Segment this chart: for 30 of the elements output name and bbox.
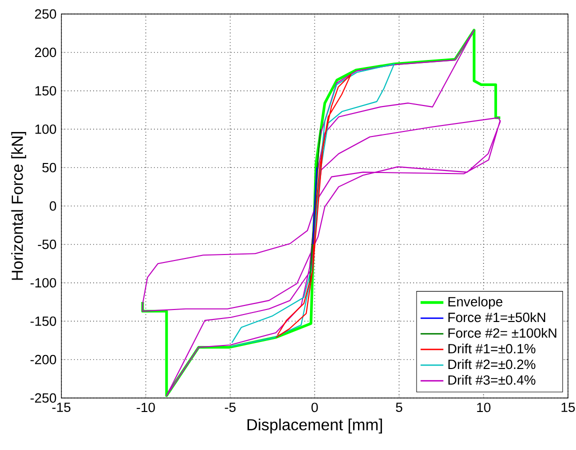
y-tick-label: 150 <box>35 86 56 96</box>
legend-label: Drift #1=±0.1% <box>448 344 536 354</box>
x-tick-label: 15 <box>562 402 575 412</box>
y-tick-label: -50 <box>38 240 56 250</box>
x-tick-label: 5 <box>396 402 402 412</box>
x-tick-label: -5 <box>224 402 236 412</box>
x-axis-title: Displacement [mm] <box>248 418 382 434</box>
y-tick-label: 50 <box>42 162 56 172</box>
y-tick-label: -150 <box>30 316 56 326</box>
x-tick-label: 10 <box>477 402 490 412</box>
legend-label: Force #2= ±100kN <box>448 328 556 338</box>
legend-label: Drift #2=±0.2% <box>448 359 536 370</box>
x-tick-label: -10 <box>136 402 155 412</box>
legend-label: Force #1=±50kN <box>448 312 546 322</box>
x-tick-label: 0 <box>311 402 318 412</box>
line-series <box>230 63 395 348</box>
y-axis-title: Horizontal Force [kN] <box>11 132 26 280</box>
y-tick-label: 0 <box>50 201 56 211</box>
line-series <box>312 167 318 245</box>
legend-label: Envelope <box>448 296 502 310</box>
y-tick-label: -250 <box>30 393 56 403</box>
line-series <box>309 128 322 284</box>
y-tick-label: 100 <box>35 124 56 134</box>
legend-label: Drift #3=±0.4% <box>448 374 536 385</box>
x-tick-label: -15 <box>52 402 70 412</box>
y-tick-label: -200 <box>30 354 56 364</box>
y-tick-label: 200 <box>35 48 56 58</box>
line-series <box>276 74 352 338</box>
y-tick-label: -100 <box>30 278 56 288</box>
y-tick-label: 250 <box>35 9 56 19</box>
